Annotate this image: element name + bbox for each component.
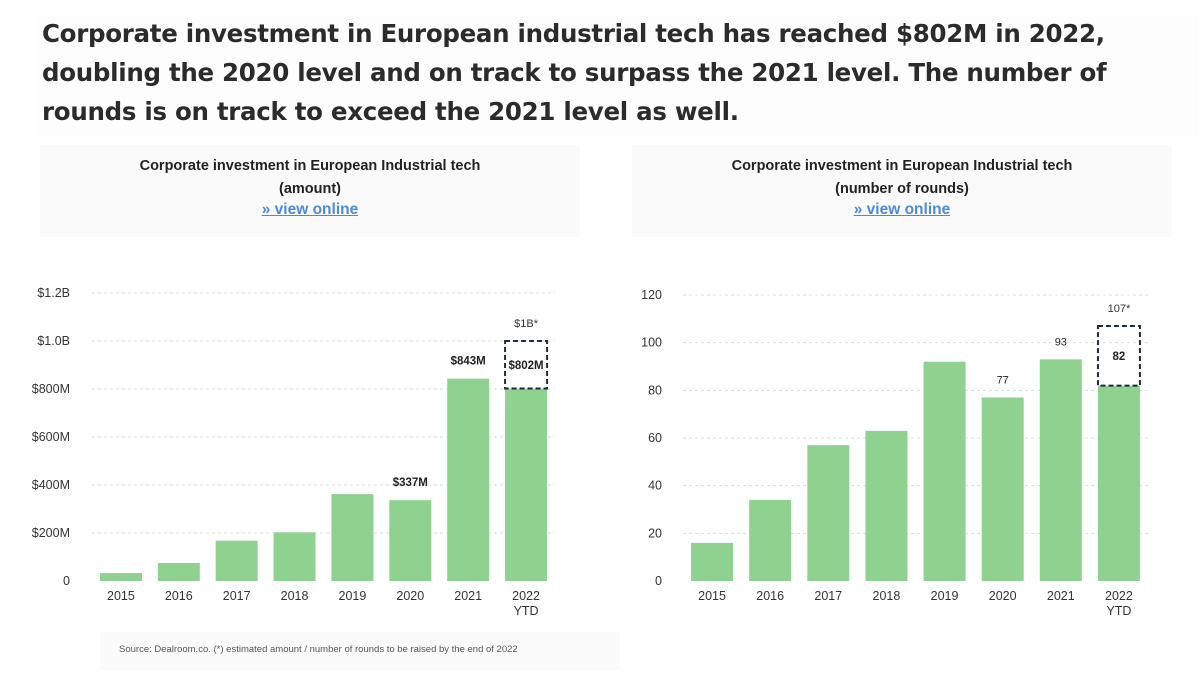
rounds-y-tick-label: 120 <box>641 288 662 302</box>
amount-chart-header: Corporate investment in European Industr… <box>40 145 580 237</box>
amount-estimate-box <box>504 340 549 390</box>
amount-bar <box>273 532 316 581</box>
amount-y-tick-label: $400M <box>32 478 70 492</box>
rounds-bar <box>981 397 1024 581</box>
amount-x-tick-label: 2021 <box>454 589 482 603</box>
rounds-bar <box>923 361 966 581</box>
rounds-x-tick-label: 2021 <box>1047 589 1075 603</box>
rounds-chart-title: Corporate investment in European Industr… <box>731 158 1073 174</box>
amount-x-tick-label: 2019 <box>339 589 367 603</box>
rounds-x-tick-label: 2017 <box>814 589 842 603</box>
amount-x-tick-label: 2016 <box>165 589 193 603</box>
amount-bar-chart: 0 $200M $400M $600M $800M $1.0B $1.2B 2015 2016 2… <box>32 286 555 618</box>
headline-background <box>38 14 1198 136</box>
rounds-x-tick-label: 2018 <box>873 589 901 603</box>
rounds-y-tick-label: 60 <box>648 431 662 445</box>
amount-x-tick-label: 2020 <box>396 589 424 603</box>
source-background <box>100 632 620 670</box>
rounds-bar <box>749 499 792 581</box>
rounds-y-tick-label: 80 <box>648 383 662 397</box>
amount-y-tick-label: 0 <box>63 574 70 588</box>
amount-view-online-link[interactable]: » view online <box>261 201 359 218</box>
amount-bar <box>99 573 142 581</box>
amount-bar <box>389 500 432 581</box>
amount-x-tick-label: 2017 <box>223 589 251 603</box>
amount-data-label: $843M <box>451 356 486 368</box>
rounds-x-tick-label: 2019 <box>931 589 959 603</box>
rounds-data-label: 77 <box>997 374 1009 386</box>
rounds-bar <box>865 430 908 581</box>
amount-y-tick-label: $600M <box>32 430 70 444</box>
rounds-data-label: 93 <box>1055 336 1067 348</box>
rounds-x-tick-label: YTD <box>1106 604 1131 618</box>
rounds-y-tick-label: 20 <box>648 526 662 540</box>
rounds-bar <box>807 445 850 581</box>
rounds-estimate-label: 107* <box>1108 303 1131 315</box>
rounds-chart-subtitle: (number of rounds) <box>835 181 969 197</box>
amount-bar <box>447 378 490 581</box>
amount-chart-subtitle: (amount) <box>278 181 341 197</box>
rounds-y-tick-label: 40 <box>648 479 662 493</box>
rounds-data-label: 82 <box>1113 351 1126 363</box>
amount-x-tick-label: 2022 <box>512 589 540 603</box>
amount-x-tick-label: YTD <box>514 604 539 618</box>
amount-bar <box>157 563 200 581</box>
amount-y-tick-label: $1.2B <box>37 286 70 300</box>
rounds-estimate-box <box>1096 324 1141 387</box>
rounds-bar <box>1097 385 1140 581</box>
rounds-bar-chart: 0 20 40 60 80 100 120 2015 2016 2017 2018 2019 2020 2… <box>641 288 1148 618</box>
amount-x-tick-label: 2018 <box>281 589 309 603</box>
rounds-y-tick-label: 0 <box>655 574 662 588</box>
amount-bar <box>331 494 374 581</box>
amount-x-tick-label: 2015 <box>107 589 135 603</box>
amount-data-label: $337M <box>393 477 428 489</box>
amount-y-tick-label: $200M <box>32 526 70 540</box>
rounds-x-tick-label: 2016 <box>756 589 784 603</box>
amount-data-label: $802M <box>508 360 543 372</box>
amount-bar <box>505 388 548 581</box>
amount-bar <box>215 540 258 581</box>
rounds-x-tick-label: 2015 <box>698 589 726 603</box>
amount-estimate-label: $1B* <box>514 318 539 330</box>
rounds-x-tick-label: 2020 <box>989 589 1017 603</box>
rounds-chart-header: Corporate investment in European Industr… <box>632 145 1172 237</box>
amount-y-tick-label: $800M <box>32 382 70 396</box>
amount-chart-title: Corporate investment in European Industr… <box>139 158 481 174</box>
rounds-bar <box>691 542 734 581</box>
headline: Corporate investment in European industr… <box>42 19 1107 126</box>
rounds-x-tick-label: 2022 <box>1105 589 1133 603</box>
source-note: Source: Dealroom.co. (*) estimated amoun… <box>119 644 518 655</box>
amount-y-tick-label: $1.0B <box>37 334 70 348</box>
rounds-view-online-link[interactable]: » view online <box>853 201 951 218</box>
rounds-bar <box>1039 359 1082 581</box>
rounds-y-tick-label: 100 <box>641 336 662 350</box>
